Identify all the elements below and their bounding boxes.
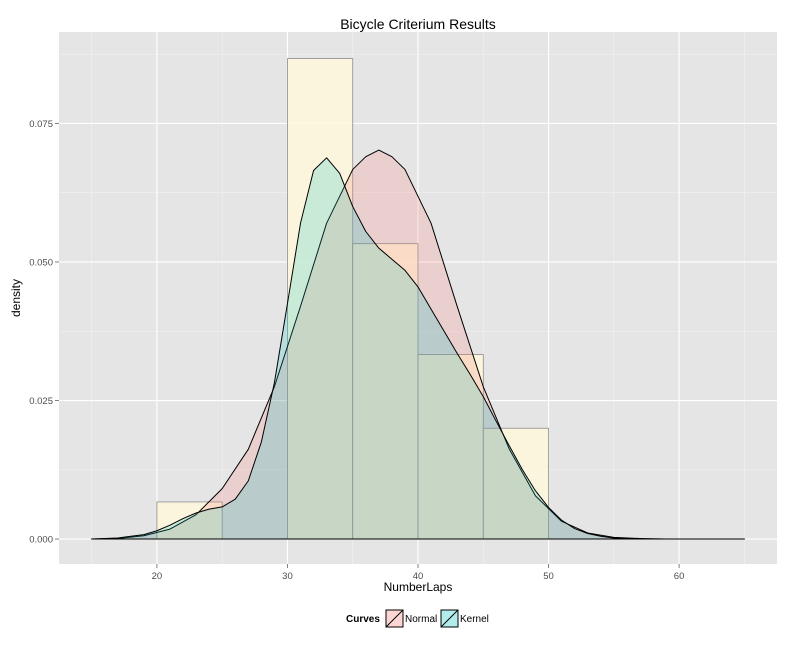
histogram-bars — [156, 58, 549, 540]
histogram-bar — [417, 354, 484, 540]
x-axis-title: NumberLaps — [384, 580, 453, 594]
legend-key-kernel — [440, 609, 459, 628]
x-tick-label: 20 — [152, 571, 163, 582]
x-tick-label: 50 — [543, 571, 554, 582]
density-curve-kernel — [91, 157, 745, 540]
legend-label-normal: Normal — [405, 614, 437, 625]
x-axis-ticks: 20 30 40 50 60 — [152, 564, 685, 582]
legend-key-normal — [385, 609, 404, 628]
x-tick-label: 40 — [413, 571, 424, 582]
y-axis-title: density — [9, 279, 23, 317]
y-tick-label: 0.050 — [29, 257, 53, 268]
legend-label-kernel: Kernel — [460, 614, 489, 625]
x-tick-label: 60 — [674, 571, 685, 582]
y-tick-label: 0.075 — [29, 119, 53, 130]
histogram-bar — [352, 243, 419, 540]
histogram-bar — [482, 427, 549, 540]
y-tick-label: 0.000 — [29, 535, 53, 546]
x-tick-label: 30 — [282, 571, 293, 582]
density-areas — [91, 149, 745, 540]
y-tick-label: 0.025 — [29, 396, 53, 407]
legend-title: Curves — [346, 614, 380, 625]
chart-title: Bicycle Criterium Results — [340, 16, 496, 32]
legend: Curves Normal Kernel — [346, 609, 489, 628]
y-axis-ticks: 0.000 0.025 0.050 0.075 — [29, 119, 59, 546]
